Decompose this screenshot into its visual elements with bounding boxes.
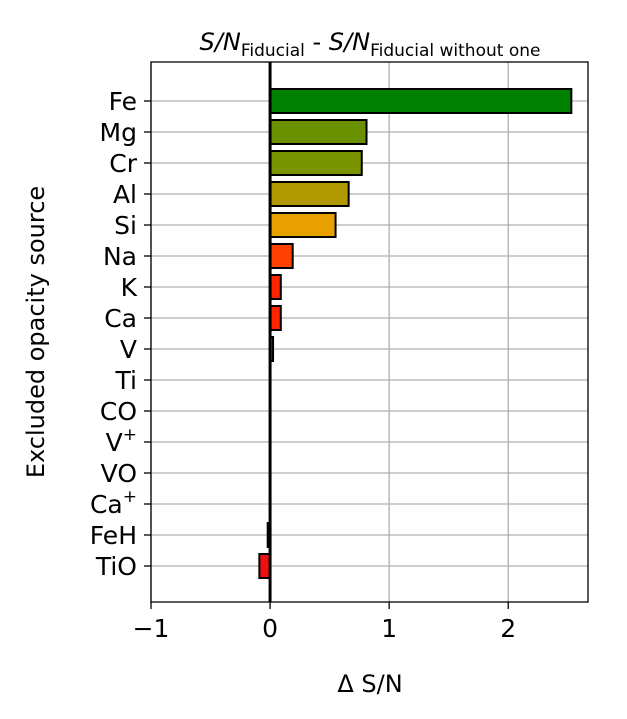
y-tick-label: Fe	[109, 87, 137, 116]
grid-lines	[150, 62, 588, 602]
bars	[258, 88, 573, 579]
bar-na	[269, 243, 294, 269]
y-tick-label: V	[120, 335, 137, 364]
bar-k	[269, 274, 282, 300]
x-tick-label: 2	[500, 614, 516, 643]
chart-title: S/NFiducial - S/NFiducial without one	[200, 28, 541, 61]
bar-fe	[269, 88, 573, 114]
y-tick-label: TiO	[95, 552, 137, 581]
title-term2-sub: Fiducial without one	[370, 41, 540, 61]
y-tick-label: Ca	[104, 304, 137, 333]
bar-al	[269, 181, 350, 207]
y-tick-label: CO	[100, 397, 137, 426]
bar-si	[269, 212, 337, 238]
title-separator: -	[305, 28, 329, 56]
plot-frame	[150, 61, 589, 603]
x-axis: −1 0 1 2	[133, 602, 516, 643]
x-tick-label: 0	[262, 614, 278, 643]
y-tick-label: FeH	[90, 521, 137, 550]
bar-ca	[269, 305, 282, 331]
y-tick-label: Al	[113, 180, 137, 209]
y-tick-label: V+	[106, 425, 137, 457]
y-tick-label: VO	[101, 459, 137, 488]
title-term1-main: S/N	[200, 28, 241, 56]
y-tick-label: Cr	[109, 149, 137, 178]
bar-cr	[269, 150, 363, 176]
y-axis-label: Excluded opacity source	[22, 186, 50, 478]
y-tick-label: Ti	[115, 366, 137, 395]
bar-mg	[269, 119, 368, 145]
y-tick-label: Ca+	[90, 487, 137, 519]
y-tick-label: Si	[114, 211, 137, 240]
y-tick-label: Mg	[100, 118, 137, 147]
y-tick-label: Na	[103, 242, 137, 271]
bar-tio	[258, 553, 272, 579]
x-axis-label: Δ S/N	[337, 670, 402, 698]
title-term2-main: S/N	[329, 28, 370, 56]
y-tick-label: K	[121, 273, 138, 302]
x-tick-label: −1	[133, 614, 170, 643]
title-term1-sub: Fiducial	[241, 41, 305, 61]
x-tick-label: 1	[381, 614, 397, 643]
